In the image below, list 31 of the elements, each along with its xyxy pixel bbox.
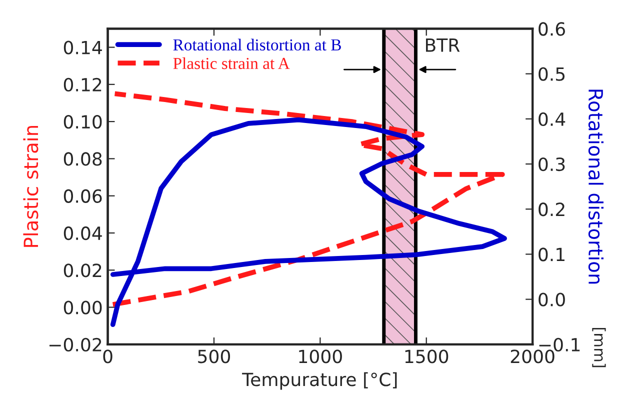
legend-label: Rotational distortion at B bbox=[173, 38, 341, 51]
y-axis-title: Plastic strain bbox=[23, 126, 38, 247]
y2-axis-title: Rotational distortion bbox=[588, 90, 604, 284]
text: [mm] bbox=[592, 328, 606, 368]
y-tick-label: −0.02 bbox=[50, 338, 102, 352]
x-tick-label: 500 bbox=[198, 350, 230, 364]
y2-tick-label: 0.3 bbox=[538, 157, 565, 172]
y-tick-label: 0.00 bbox=[64, 300, 102, 314]
y2-tick-label: 0.5 bbox=[538, 67, 565, 81]
y2-tick-label: 0.2 bbox=[538, 202, 564, 216]
y-tick-label: 0.14 bbox=[64, 40, 102, 54]
x-tick-label: 1500 bbox=[405, 350, 448, 364]
y2-tick-label: 0.0 bbox=[538, 292, 565, 306]
y2-tick-label: 0.4 bbox=[538, 112, 566, 126]
x-axis-title: Tempurature [°C] bbox=[242, 372, 397, 390]
y-tick-label: 0.06 bbox=[64, 189, 102, 203]
y-tick-label: 0.02 bbox=[64, 264, 102, 278]
y-tick-label: 0.12 bbox=[64, 78, 102, 92]
y-tick-label: 0.08 bbox=[64, 152, 102, 166]
y2-tick-label: 0.1 bbox=[538, 248, 564, 262]
x-tick-label: 1000 bbox=[299, 350, 342, 364]
y-tick-label: 0.04 bbox=[64, 226, 102, 240]
y-tick-label: 0.10 bbox=[64, 115, 102, 129]
legend-label: Plastic strain at A bbox=[173, 57, 290, 70]
line-series bbox=[110, 117, 507, 327]
band-label: BTR bbox=[426, 38, 460, 52]
y2-tick-label: −0.1 bbox=[539, 338, 580, 352]
y2-tick-label: 0.6 bbox=[538, 22, 565, 36]
x-tick-label: 0 bbox=[103, 350, 112, 364]
line-series bbox=[110, 91, 505, 307]
x-tick-label: 2000 bbox=[510, 350, 554, 364]
